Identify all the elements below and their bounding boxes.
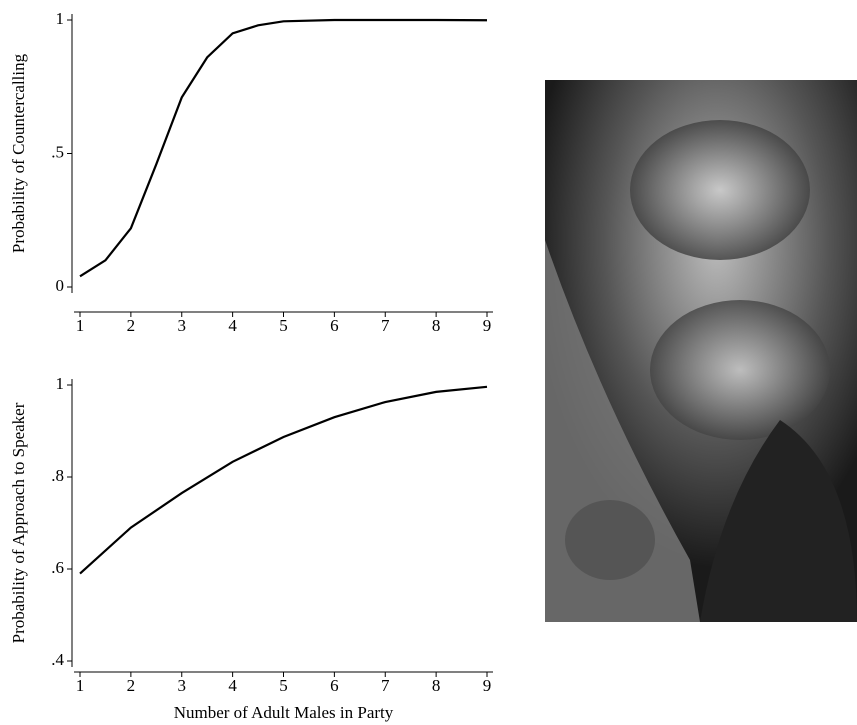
y-tick-label: .4 [51,650,64,669]
x-tick-label: 1 [76,676,85,695]
x-tick-label: 2 [127,316,136,335]
photo [545,80,857,622]
y-tick-label: .5 [51,142,64,161]
y-axis-label: Probability of Approach to Speaker [9,402,28,643]
x-tick-label: 5 [279,676,288,695]
curve [79,385,488,575]
y-tick-label: 0 [56,276,65,295]
x-tick-label: 7 [381,316,390,335]
x-tick-label: 4 [228,316,237,335]
y-tick-label: .6 [51,558,64,577]
x-tick-label: 5 [279,316,288,335]
y-axis-label: Probability of Countercalling [9,53,28,253]
x-tick-label: 2 [127,676,136,695]
x-tick-label: 7 [381,676,390,695]
x-axis-label: Number of Adult Males in Party [174,703,394,722]
x-tick-label: 3 [178,676,187,695]
x-tick-label: 8 [432,676,441,695]
x-tick-label: 9 [483,676,492,695]
y-tick-label: 1 [56,9,65,28]
x-tick-label: 3 [178,316,187,335]
x-tick-label: 6 [330,316,339,335]
y-tick-label: 1 [56,374,65,393]
curve [79,18,488,278]
x-tick-label: 8 [432,316,441,335]
x-tick-label: 9 [483,316,492,335]
x-tick-label: 1 [76,316,85,335]
x-tick-label: 4 [228,676,237,695]
y-tick-label: .8 [51,466,64,485]
x-tick-label: 6 [330,676,339,695]
